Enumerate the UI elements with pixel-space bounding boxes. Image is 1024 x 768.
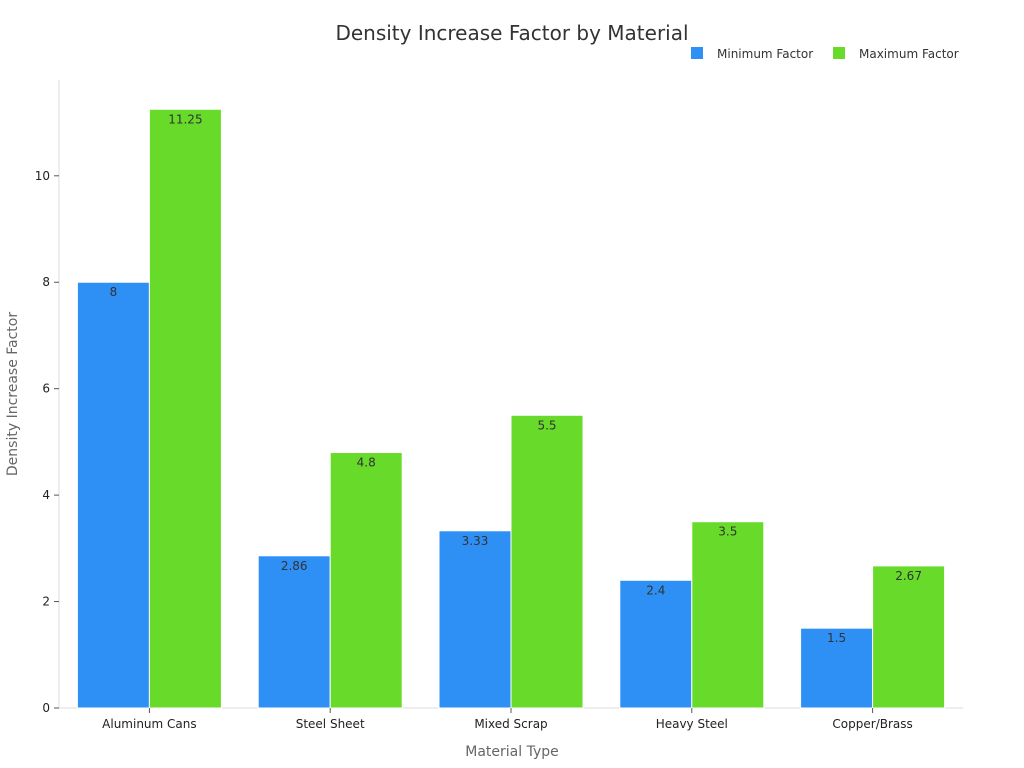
data-label: 2.67: [895, 569, 922, 583]
x-tick-label: Copper/Brass: [832, 717, 912, 731]
data-label: 3.33: [462, 534, 489, 548]
data-label: 8: [110, 285, 118, 299]
data-labels: 8 11.25 2.86 4.8 3.33 5.5 2.4 3.5 1.5 2.67: [110, 112, 922, 645]
bar-minimum: [619, 579, 693, 709]
x-tick-label: Mixed Scrap: [474, 717, 547, 731]
data-label: 11.25: [168, 112, 202, 126]
y-tick-label: 4: [42, 488, 50, 502]
bar-minimum: [76, 281, 150, 709]
legend-swatch-maximum: [833, 47, 845, 59]
x-axis-title: Material Type: [465, 744, 558, 760]
data-label: 3.5: [718, 525, 737, 539]
x-tick-label: Heavy Steel: [656, 717, 728, 731]
data-label: 2.4: [646, 583, 665, 597]
y-tick-label: 0: [42, 701, 50, 715]
bar-maximum: [329, 452, 403, 709]
y-tick-label: 2: [42, 595, 50, 609]
legend: Minimum Factor Maximum Factor: [691, 47, 959, 61]
ticks: 0 2 4 6 8 10 Aluminum Cans Steel Sheet Mixed Scr…: [35, 169, 913, 731]
data-label: 2.86: [281, 559, 308, 573]
y-tick-label: 8: [42, 275, 50, 289]
y-tick-label: 10: [35, 169, 50, 183]
legend-label-maximum: Maximum Factor: [859, 47, 959, 61]
bars: [76, 108, 946, 709]
bar-maximum: [510, 414, 584, 709]
bar-maximum: [691, 521, 765, 709]
x-tick-label: Aluminum Cans: [102, 717, 196, 731]
bar-maximum: [148, 108, 222, 709]
x-tick-label: Steel Sheet: [296, 717, 365, 731]
legend-label-minimum: Minimum Factor: [717, 47, 813, 61]
bar-minimum: [438, 530, 512, 709]
chart-title: Density Increase Factor by Material: [335, 21, 688, 45]
data-label: 4.8: [357, 456, 376, 470]
y-axis-title: Density Increase Factor: [5, 312, 21, 476]
bar-maximum: [872, 565, 946, 709]
data-label: 1.5: [827, 631, 846, 645]
data-label: 5.5: [537, 418, 556, 432]
legend-swatch-minimum: [691, 47, 703, 59]
y-tick-label: 6: [42, 382, 50, 396]
bar-minimum: [800, 627, 874, 709]
bar-minimum: [257, 555, 331, 709]
